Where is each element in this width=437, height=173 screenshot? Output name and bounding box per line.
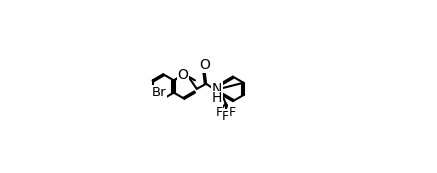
- Text: F: F: [222, 110, 229, 123]
- Text: F: F: [215, 106, 222, 119]
- Text: Br: Br: [152, 86, 166, 99]
- Text: H: H: [212, 91, 222, 105]
- Text: F: F: [229, 106, 236, 119]
- Text: O: O: [199, 58, 210, 72]
- Text: O: O: [178, 68, 189, 82]
- Text: N: N: [212, 82, 222, 96]
